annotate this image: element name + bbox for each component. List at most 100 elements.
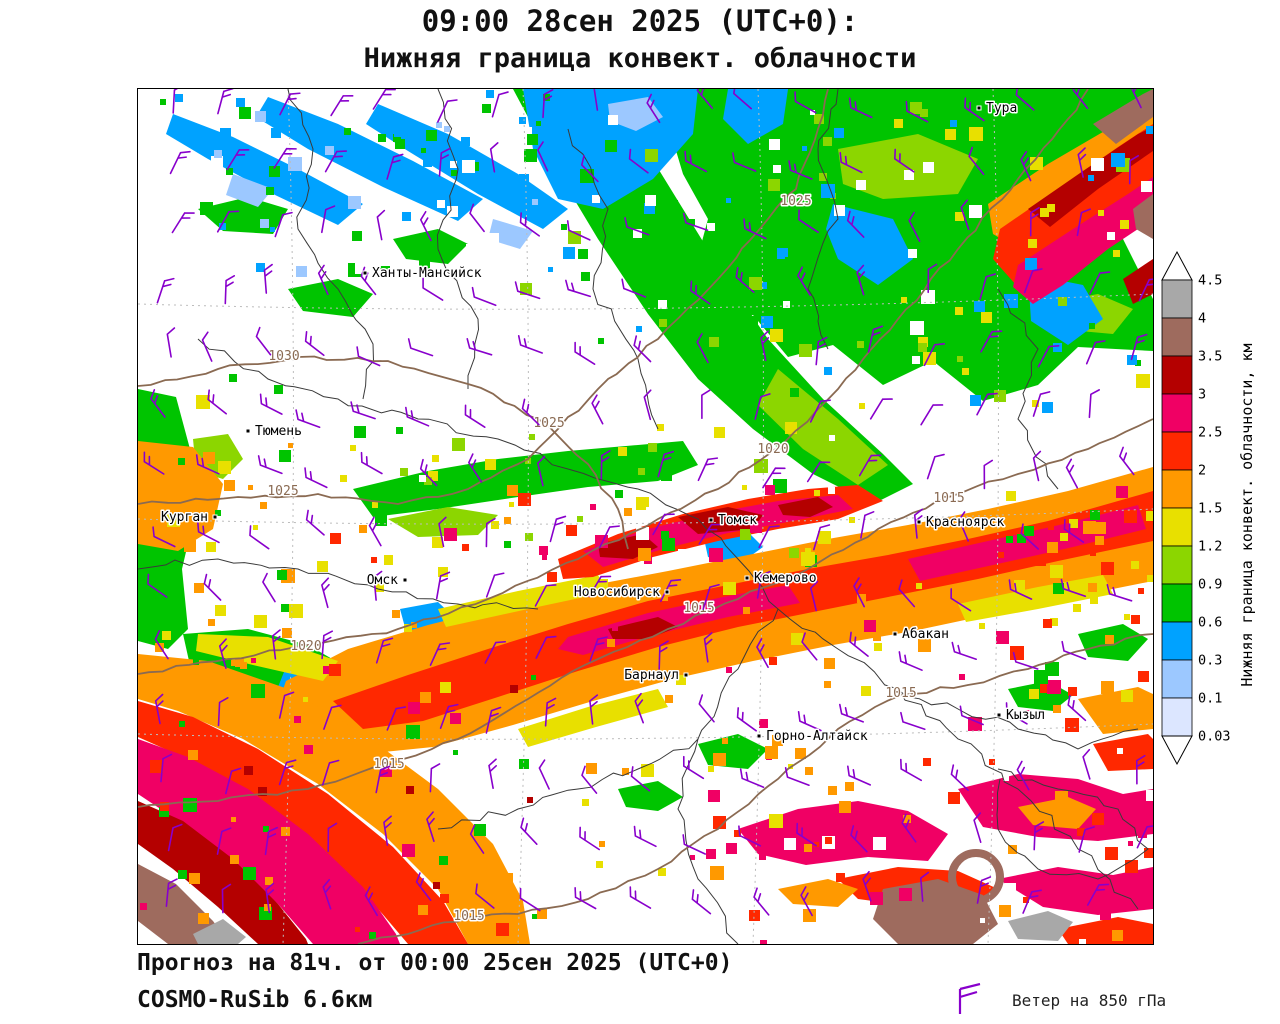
field-pixel <box>1128 841 1133 846</box>
field-pixel <box>487 233 499 245</box>
field-pixel <box>384 555 394 565</box>
wind-barb <box>538 759 550 790</box>
field-pixel <box>265 877 273 885</box>
field-pixel <box>582 799 589 806</box>
field-pixel <box>440 682 451 693</box>
wind-barb <box>794 91 817 114</box>
wind-barb <box>691 889 712 915</box>
city-label: Тюмень <box>255 424 302 439</box>
field-pixel <box>769 814 783 828</box>
field-pixel <box>438 567 448 577</box>
wind-barb <box>593 89 602 111</box>
field-pixel <box>432 455 439 462</box>
wind-barb <box>600 450 611 480</box>
field-pixel <box>618 155 630 167</box>
field-pixel <box>697 216 706 225</box>
wind-barb <box>259 393 283 415</box>
wind-barb <box>324 150 348 173</box>
wind-barb <box>469 203 485 233</box>
wind-barb <box>304 331 325 357</box>
field-pixel <box>661 531 669 539</box>
field-pixel <box>502 873 513 884</box>
isobar-label: 1015 <box>933 491 964 506</box>
wind-barb <box>815 336 828 366</box>
isobar-label: 1020 <box>757 442 788 457</box>
wind-barb <box>549 515 567 543</box>
field-pixel <box>380 266 390 276</box>
wind-barb <box>629 886 652 909</box>
wind-barb <box>633 825 657 848</box>
field-pixel <box>348 196 361 209</box>
wind-barb <box>154 693 164 725</box>
field-pixel <box>784 838 796 850</box>
wind-barb <box>630 766 651 792</box>
wind-barb <box>147 573 168 598</box>
field-pixel <box>768 179 780 191</box>
field-pixel <box>1077 828 1085 836</box>
wind-barb <box>305 509 325 536</box>
field-pixel <box>354 512 361 519</box>
city-dot <box>916 519 922 525</box>
field-pixel <box>577 422 587 432</box>
field-pixel <box>244 766 253 775</box>
field-pixel <box>769 139 780 150</box>
wind-barb <box>898 651 923 672</box>
wind-barb <box>197 521 220 544</box>
field-pixel <box>618 447 627 456</box>
field-pixel <box>910 102 922 114</box>
field-pixel <box>211 156 223 168</box>
wind-barb <box>322 878 332 910</box>
field-pixel <box>254 615 267 628</box>
colorbar-title: Нижняя граница конвект. облачности, км <box>1238 343 1256 687</box>
field-pixel <box>873 633 881 641</box>
field-pixel <box>504 541 511 548</box>
field-pixel <box>203 452 215 464</box>
field-pixel <box>1105 635 1114 644</box>
wind-barb <box>894 148 915 173</box>
field-pixel <box>923 758 931 766</box>
field-pixel <box>535 655 546 666</box>
wind-barb <box>1128 154 1140 185</box>
wind-barb <box>682 834 707 855</box>
wind-barb <box>466 338 493 356</box>
colorbar-tick: 0.9 <box>1198 577 1222 593</box>
field-pixel <box>648 443 657 452</box>
wind-barb <box>960 199 970 231</box>
field-pixel <box>1120 220 1129 229</box>
field-pixel <box>537 909 547 919</box>
field-pixel <box>529 434 535 440</box>
field-pixel <box>918 337 928 347</box>
wind-barb <box>1037 345 1060 368</box>
field-pixel <box>288 157 302 171</box>
city-label: Омск <box>367 573 398 588</box>
field-pixel <box>897 582 905 590</box>
field-pixel <box>452 438 465 451</box>
field-pixel <box>366 279 373 286</box>
field-pixel <box>599 841 605 847</box>
wind-barb <box>217 89 234 115</box>
wind-barb <box>1065 458 1079 489</box>
field-pixel <box>1024 526 1034 536</box>
field-pixel <box>188 750 198 760</box>
field-pixel <box>1004 294 1018 308</box>
field-pixel <box>169 610 177 618</box>
field-pixel <box>859 403 865 409</box>
wind-barb <box>152 526 176 548</box>
wind-barb <box>628 148 649 174</box>
field-pixel <box>999 905 1011 917</box>
field-pixel <box>547 572 557 582</box>
field-pixel <box>368 890 378 900</box>
field-pixel <box>518 493 531 506</box>
field-pixel <box>1006 536 1013 543</box>
field-pixel <box>215 605 226 616</box>
isobar-label: 1025 <box>267 484 298 499</box>
field-pixel <box>519 117 526 124</box>
field-pixel <box>1095 536 1104 545</box>
field-pixel <box>957 356 963 362</box>
wind-barb <box>201 331 213 362</box>
field-pixel <box>671 200 678 207</box>
field-pixel <box>253 525 258 530</box>
field-pixel <box>230 855 239 864</box>
field-pixel <box>340 475 347 482</box>
field-pixel <box>251 658 256 663</box>
